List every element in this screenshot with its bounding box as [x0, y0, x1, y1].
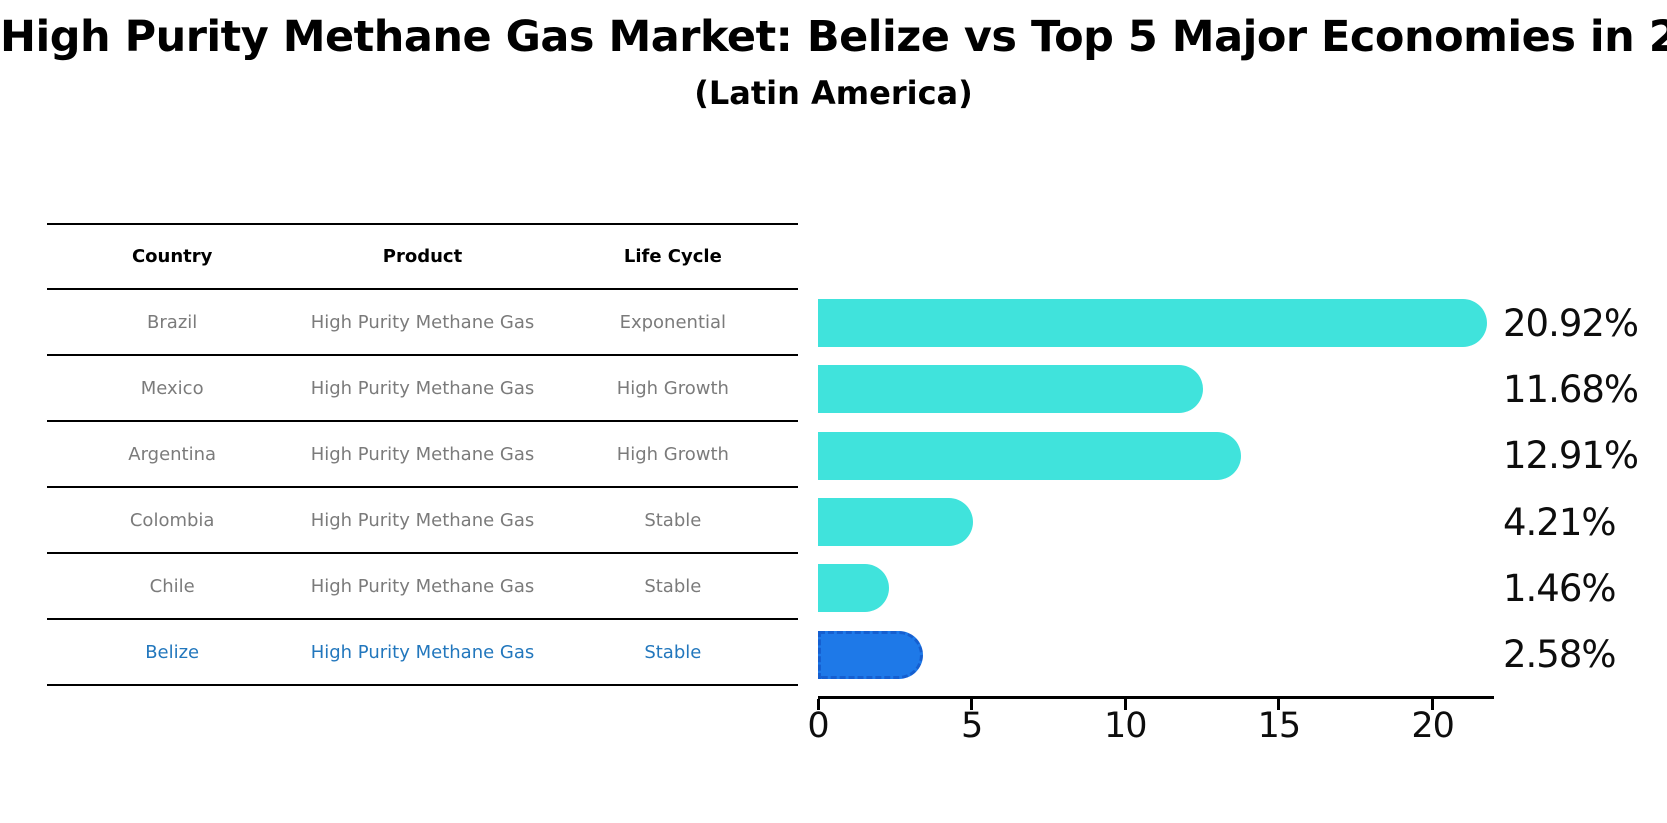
cell-product: High Purity Methane Gas [310, 509, 535, 531]
column-header-life-cycle: Life Cycle [623, 246, 722, 267]
table-row-mexico: Mexico High Purity Methane Gas High Growth [47, 356, 798, 422]
table-row-colombia: Colombia High Purity Methane Gas Stable [47, 488, 798, 554]
cell-product: High Purity Methane Gas [310, 443, 535, 465]
column-header-product: Product [382, 246, 463, 267]
cell-country: Colombia [129, 509, 215, 531]
x-tick-mark-20 [1431, 699, 1435, 710]
cell-life-cycle: Stable [644, 575, 702, 597]
cell-life-cycle: Stable [644, 641, 702, 663]
table-row-brazil: Brazil High Purity Methane Gas Exponential [47, 290, 798, 356]
value-label-belize: 2.58% [1503, 633, 1617, 677]
cell-country: Chile [149, 575, 195, 597]
bar-colombia [818, 498, 974, 547]
bar-chile [818, 564, 889, 613]
cell-life-cycle: Exponential [619, 311, 727, 333]
cell-life-cycle: High Growth [616, 377, 729, 399]
bar-mexico [818, 365, 1204, 414]
x-tick-label-10: 10 [1104, 706, 1148, 746]
bar-belize [818, 630, 924, 679]
value-label-argentina: 12.91% [1503, 434, 1639, 478]
x-axis-line [818, 696, 1494, 699]
x-tick-mark-10 [1123, 699, 1127, 710]
value-label-chile: 1.46% [1503, 566, 1617, 610]
cell-product: High Purity Methane Gas [310, 575, 535, 597]
x-tick-mark-5 [970, 699, 974, 710]
x-tick-label-20: 20 [1411, 706, 1455, 746]
country-table: Country Product Life Cycle Brazil High Pu… [47, 223, 798, 686]
value-label-mexico: 11.68% [1503, 367, 1639, 411]
cell-product: High Purity Methane Gas [310, 311, 535, 333]
x-tick-mark-0 [816, 699, 820, 710]
cell-life-cycle: High Growth [616, 443, 729, 465]
x-tick-label-15: 15 [1257, 706, 1302, 746]
column-header-country: Country [131, 246, 213, 267]
cell-country: Argentina [128, 443, 217, 465]
x-tick-mark-15 [1277, 699, 1281, 710]
table-row-belize: Belize High Purity Methane Gas Stable [47, 620, 798, 686]
chart-title: High Purity Methane Gas Market: Belize v… [0, 12, 1667, 62]
bar-brazil [818, 299, 1487, 348]
cell-product: High Purity Methane Gas [310, 641, 535, 663]
table-header-row: Country Product Life Cycle [47, 225, 798, 290]
bar-argentina [818, 431, 1241, 480]
cell-product: High Purity Methane Gas [310, 377, 535, 399]
cell-country: Brazil [147, 311, 198, 333]
cell-country: Belize [145, 641, 200, 663]
chart-subtitle: (Latin America) [694, 74, 973, 112]
value-label-brazil: 20.92% [1503, 301, 1639, 345]
cell-life-cycle: Stable [644, 509, 702, 531]
table-body: Brazil High Purity Methane Gas Exponential… [47, 290, 798, 686]
x-tick-label-5: 5 [961, 706, 983, 746]
table-row-argentina: Argentina High Purity Methane Gas High Gro… [47, 422, 798, 488]
cell-country: Mexico [140, 377, 204, 399]
x-tick-label-0: 0 [807, 706, 829, 746]
table-row-chile: Chile High Purity Methane Gas Stable [47, 554, 798, 620]
value-label-colombia: 4.21% [1503, 500, 1617, 544]
